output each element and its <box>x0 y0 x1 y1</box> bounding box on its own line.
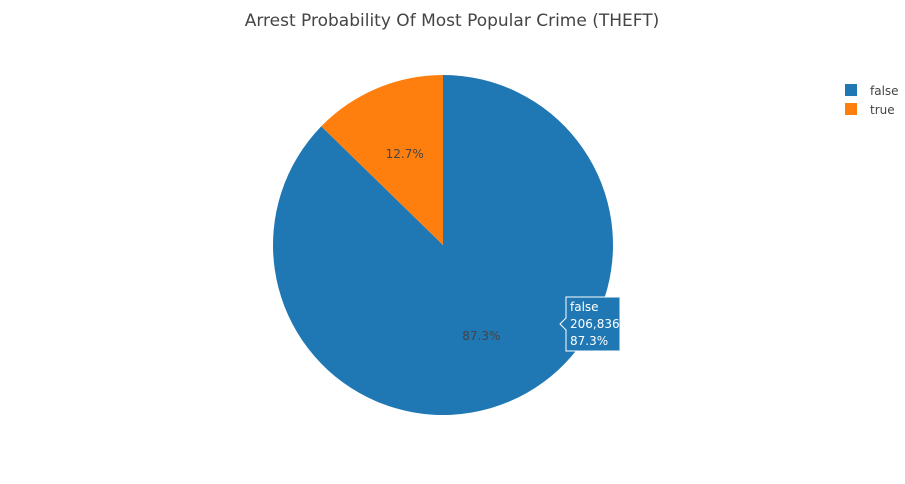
hover-tooltip: false 206,836 87.3% <box>559 296 621 352</box>
pie-group: 87.3% 12.7% <box>273 75 614 416</box>
hover-tooltip-box <box>559 296 621 352</box>
slice-label-true: 12.7% <box>386 147 424 161</box>
chart-title: Arrest Probability Of Most Popular Crime… <box>245 11 660 31</box>
legend: false true <box>845 84 899 117</box>
legend-label-true: true <box>870 103 895 117</box>
legend-item-true[interactable]: true <box>845 103 895 117</box>
legend-swatch-false <box>845 84 857 96</box>
pie-slice-true[interactable] <box>321 75 443 245</box>
hover-percent: 87.3% <box>570 334 608 348</box>
slice-label-false: 87.3% <box>462 329 500 343</box>
hover-label: false <box>570 300 599 314</box>
legend-swatch-true <box>845 103 857 115</box>
legend-label-false: false <box>870 84 899 98</box>
pie-slice-false[interactable] <box>273 75 614 416</box>
legend-item-false[interactable]: false <box>845 84 899 98</box>
hover-value: 206,836 <box>570 317 620 331</box>
